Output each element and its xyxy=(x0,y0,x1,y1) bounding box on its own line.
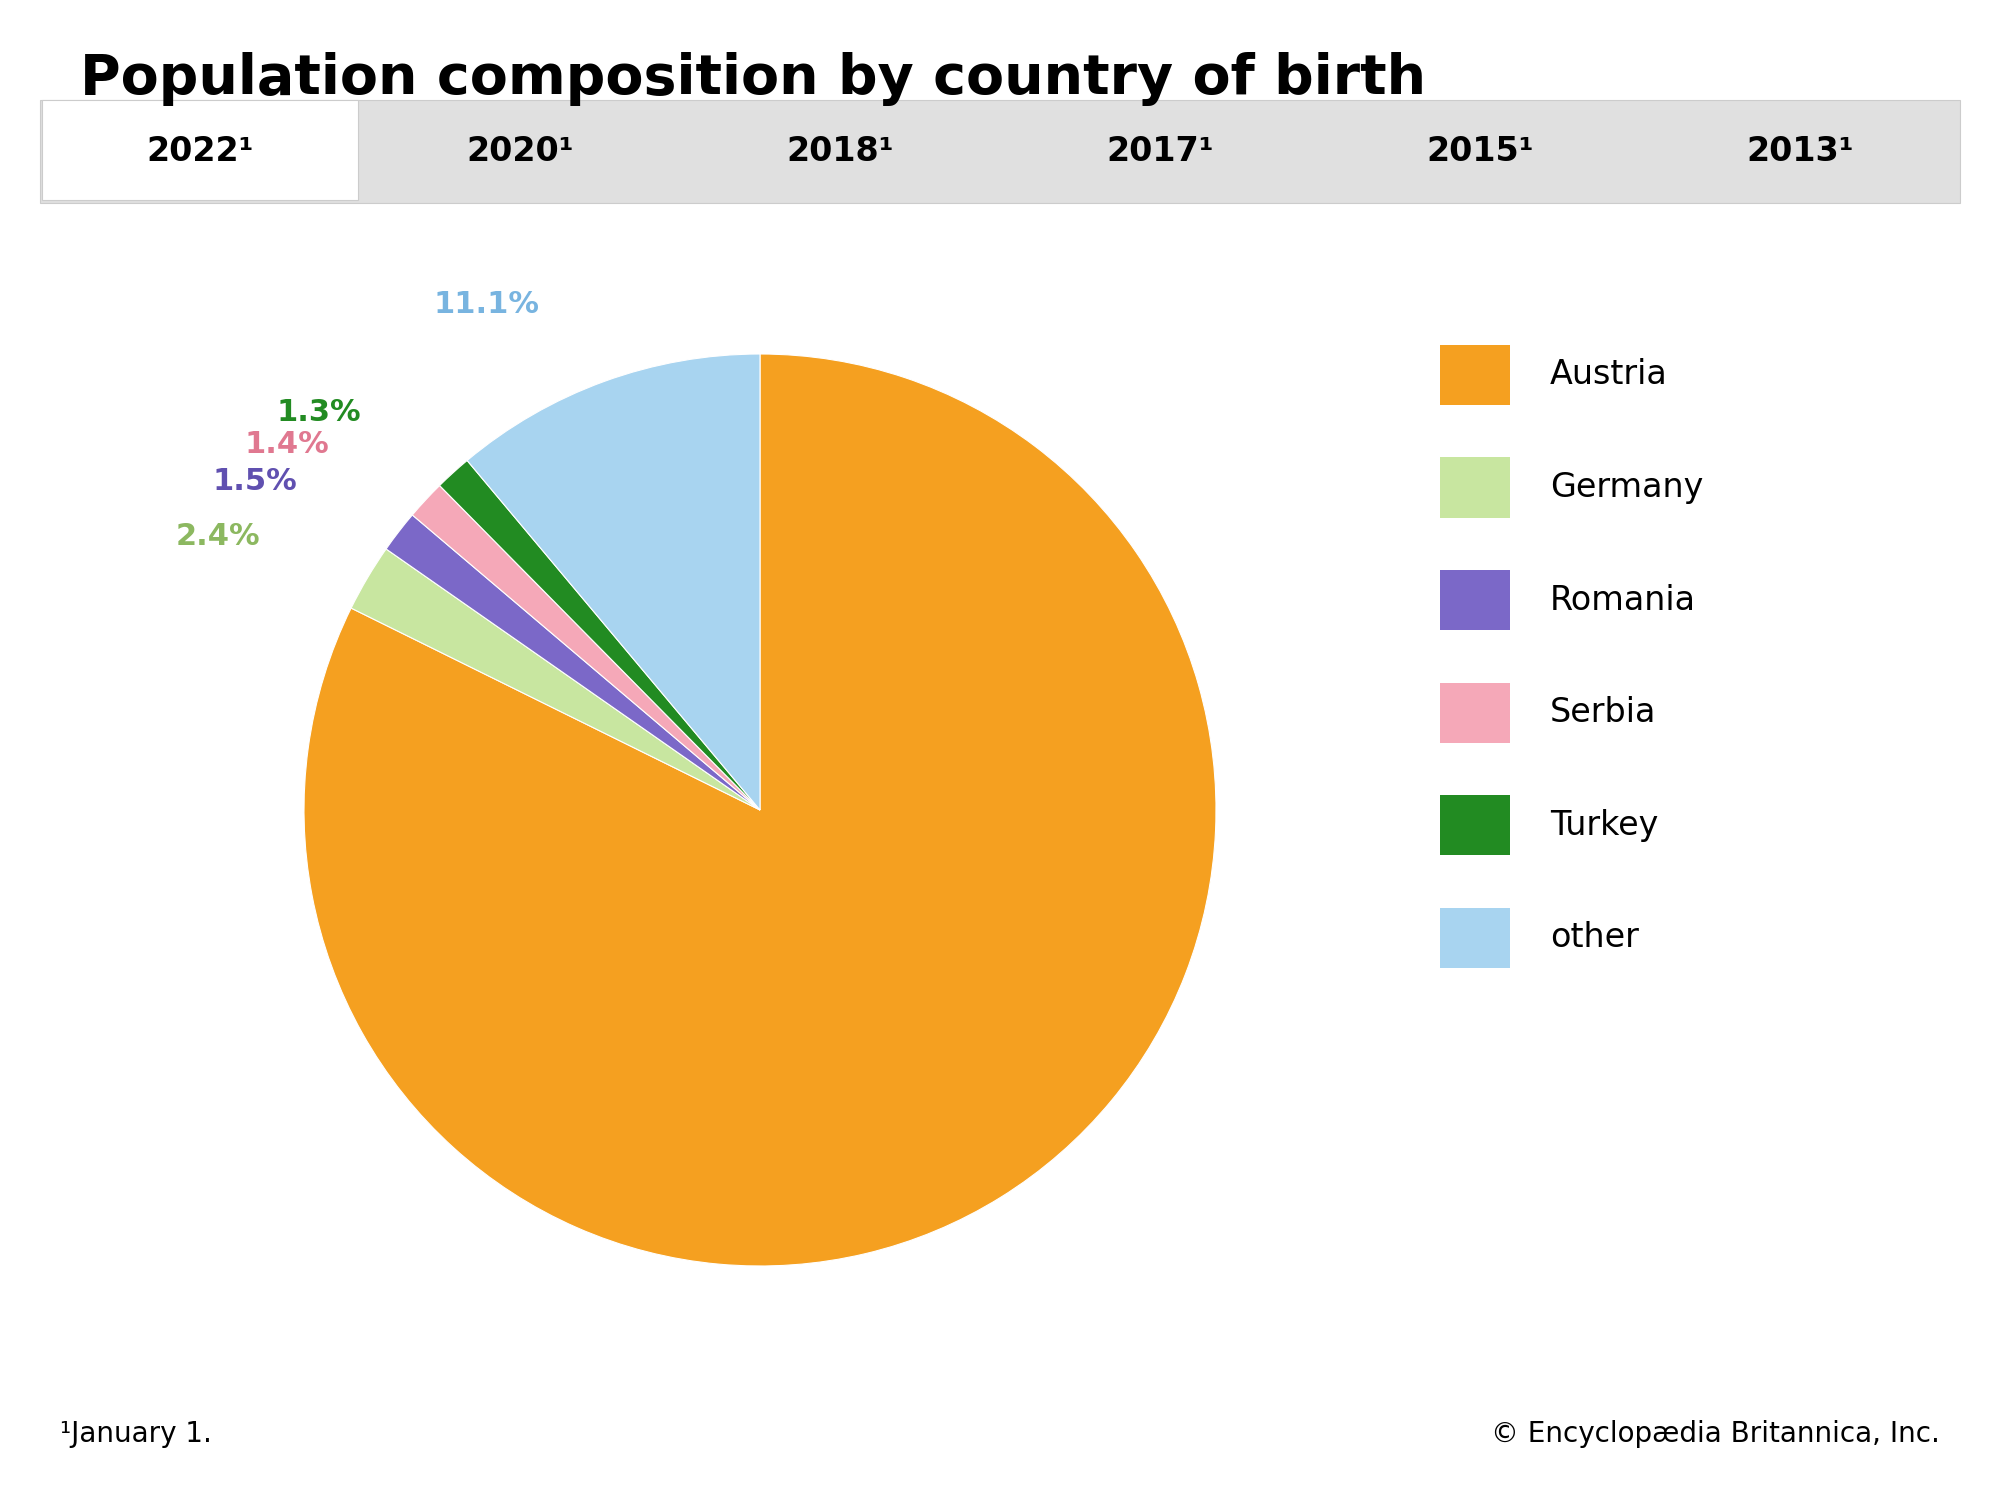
Text: Austria: Austria xyxy=(1550,358,1668,392)
Text: Turkey: Turkey xyxy=(1550,808,1658,842)
Text: Germany: Germany xyxy=(1550,471,1704,504)
Text: Serbia: Serbia xyxy=(1550,696,1656,729)
Text: 1.5%: 1.5% xyxy=(212,466,298,496)
Text: 1.4%: 1.4% xyxy=(244,429,328,459)
Text: 2013¹: 2013¹ xyxy=(1746,135,1854,168)
Text: 2018¹: 2018¹ xyxy=(786,135,894,168)
Text: ¹January 1.: ¹January 1. xyxy=(60,1419,212,1448)
Wedge shape xyxy=(304,354,1216,1266)
Wedge shape xyxy=(352,549,760,810)
Text: 2015¹: 2015¹ xyxy=(1426,135,1534,168)
Text: 2022¹: 2022¹ xyxy=(146,135,254,168)
Text: Romania: Romania xyxy=(1550,584,1696,616)
Wedge shape xyxy=(440,460,760,810)
Text: Population composition by country of birth: Population composition by country of bir… xyxy=(80,53,1426,106)
Text: 82.3%: 82.3% xyxy=(830,1007,954,1040)
Text: © Encyclopædia Britannica, Inc.: © Encyclopædia Britannica, Inc. xyxy=(1492,1419,1940,1448)
Wedge shape xyxy=(468,354,760,810)
Text: other: other xyxy=(1550,921,1638,954)
Text: 11.1%: 11.1% xyxy=(434,290,540,320)
Wedge shape xyxy=(412,486,760,810)
Text: 2017¹: 2017¹ xyxy=(1106,135,1214,168)
Text: 2.4%: 2.4% xyxy=(176,522,260,550)
Text: 1.3%: 1.3% xyxy=(276,398,362,426)
Text: 2020¹: 2020¹ xyxy=(466,135,574,168)
Wedge shape xyxy=(386,514,760,810)
